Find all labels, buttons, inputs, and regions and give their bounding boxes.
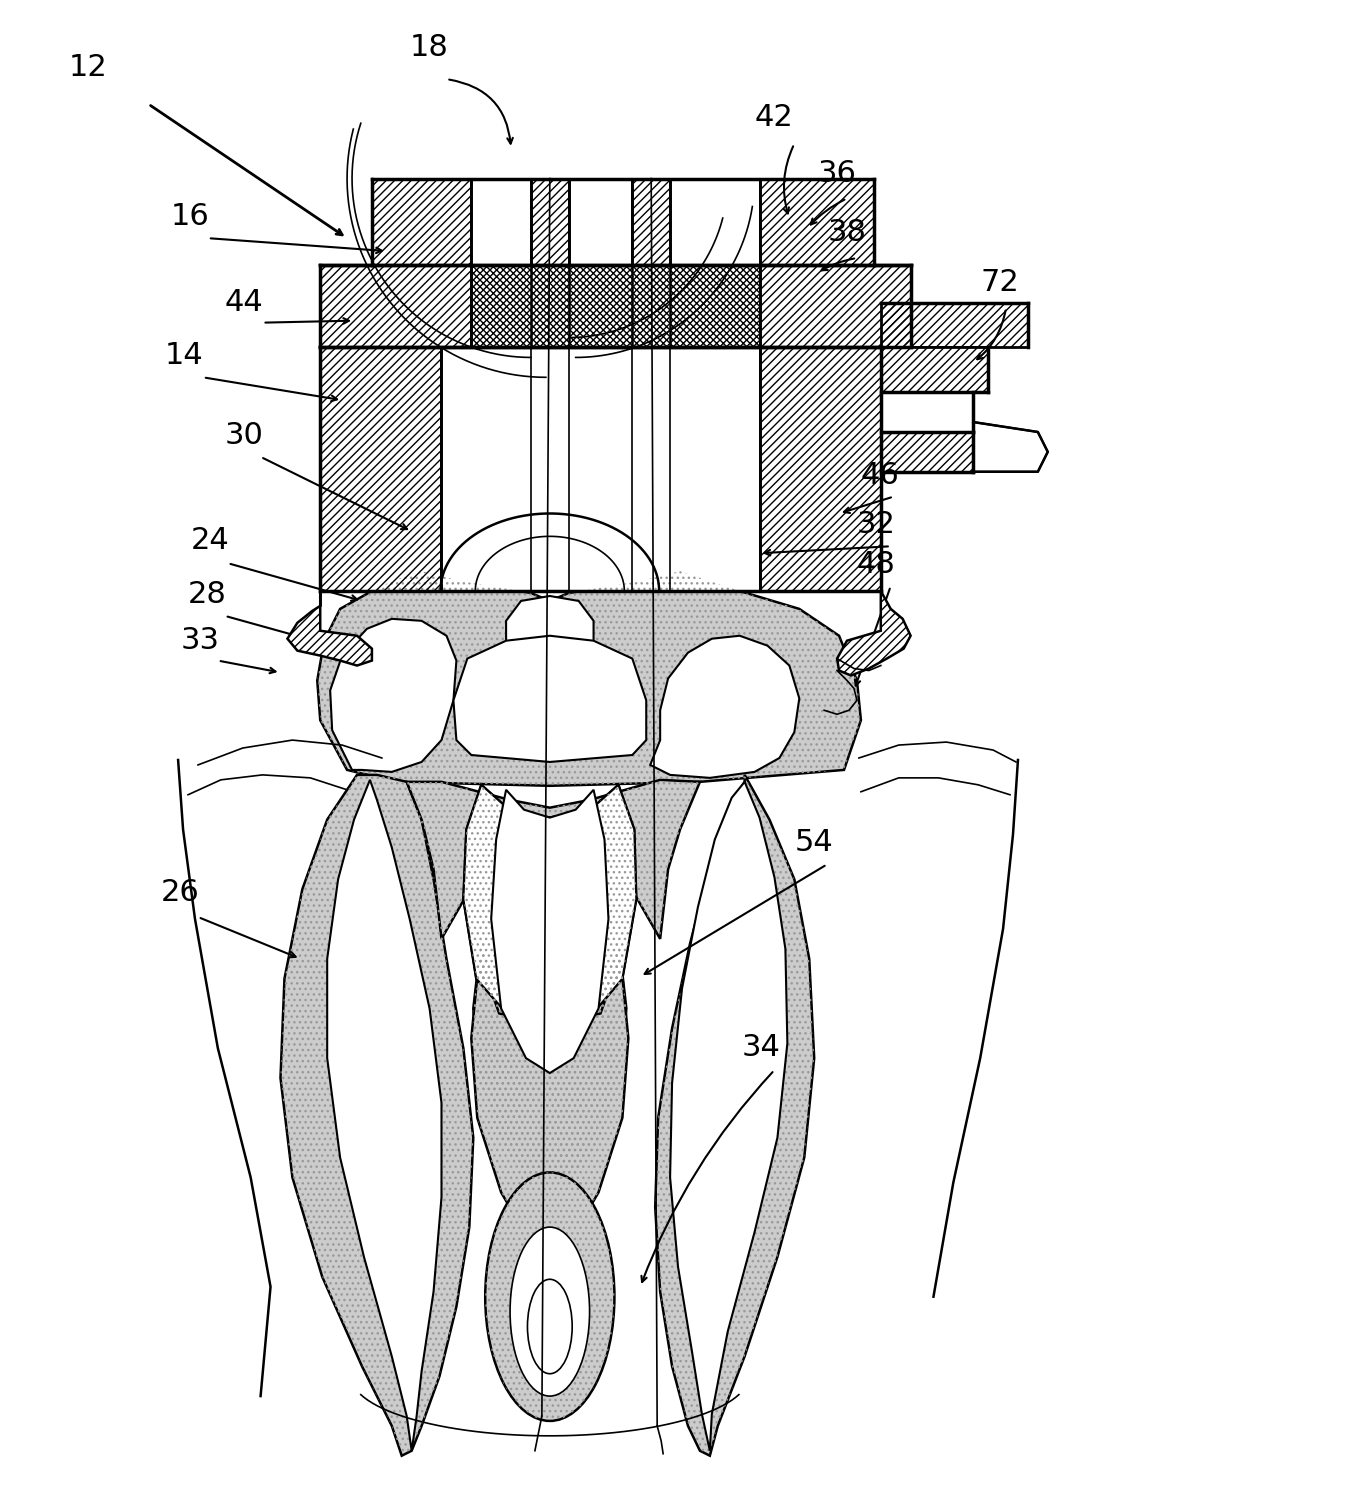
Bar [760, 264, 910, 348]
Polygon shape [463, 784, 637, 1034]
Text: 30: 30 [225, 422, 264, 450]
Polygon shape [471, 956, 628, 1245]
Text: 24: 24 [192, 526, 230, 555]
Bar [760, 348, 880, 591]
Bar [632, 178, 669, 264]
Polygon shape [474, 938, 627, 1185]
Text: 33: 33 [181, 626, 220, 654]
Text: 42: 42 [754, 103, 793, 131]
Polygon shape [656, 775, 815, 1455]
Text: 12: 12 [68, 53, 108, 82]
Bar [632, 178, 669, 264]
Polygon shape [327, 780, 441, 1451]
Polygon shape [973, 422, 1047, 471]
Bar [880, 393, 973, 432]
Polygon shape [836, 591, 910, 675]
Bar [531, 178, 568, 264]
Bar [471, 264, 760, 348]
Bar [441, 348, 760, 591]
Bar [760, 348, 880, 591]
Text: 54: 54 [794, 828, 834, 857]
Text: 46: 46 [861, 461, 899, 490]
Ellipse shape [527, 1280, 572, 1373]
Bar [471, 178, 531, 264]
Bar [880, 348, 988, 393]
Text: 18: 18 [409, 33, 449, 62]
Polygon shape [507, 595, 594, 689]
Text: 44: 44 [225, 287, 264, 317]
Ellipse shape [485, 1173, 615, 1420]
Polygon shape [650, 636, 799, 778]
Bar [880, 432, 973, 471]
Text: 16: 16 [171, 202, 209, 231]
Polygon shape [491, 790, 608, 1073]
Bar [669, 178, 760, 264]
Bar [471, 264, 760, 348]
Ellipse shape [511, 1227, 590, 1396]
Bar [880, 432, 973, 471]
Bar [320, 348, 441, 591]
Text: 36: 36 [817, 159, 856, 187]
Bar [568, 178, 632, 264]
Text: 48: 48 [857, 550, 895, 579]
Text: 28: 28 [188, 580, 227, 609]
Bar [372, 178, 471, 264]
Text: 26: 26 [162, 878, 200, 907]
Bar [320, 264, 471, 348]
Text: 38: 38 [827, 218, 867, 248]
Polygon shape [318, 571, 861, 786]
Polygon shape [330, 620, 456, 772]
Polygon shape [407, 780, 700, 938]
Text: 32: 32 [857, 511, 895, 539]
Bar [320, 264, 471, 348]
Polygon shape [281, 775, 474, 1455]
Bar [760, 178, 873, 264]
Polygon shape [453, 636, 646, 762]
Bar [372, 178, 471, 264]
Polygon shape [463, 784, 637, 1034]
Bar [760, 264, 910, 348]
Text: 34: 34 [742, 1034, 780, 1062]
Text: 72: 72 [980, 267, 1019, 296]
Bar [760, 178, 873, 264]
Bar [531, 178, 568, 264]
Bar [320, 348, 441, 591]
Bar [880, 348, 988, 393]
Bar [880, 302, 1028, 348]
Text: 14: 14 [166, 341, 204, 370]
Polygon shape [669, 781, 787, 1451]
Polygon shape [287, 591, 372, 665]
Bar [880, 302, 1028, 348]
